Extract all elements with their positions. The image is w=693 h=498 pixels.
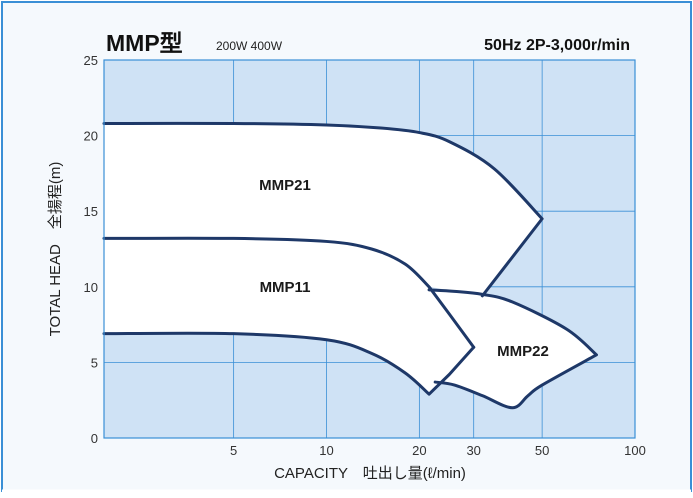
pump-regions	[102, 121, 598, 410]
series-label-mmp21: MMP21	[259, 177, 311, 194]
y-tick-label: 25	[84, 53, 98, 68]
series-label-background	[249, 279, 321, 297]
series-line-lower	[102, 331, 476, 396]
x-axis-label: CAPACITY 吐出し量(ℓ/min)	[274, 465, 466, 482]
series-label-mmp22: MMP22	[497, 343, 549, 360]
region-mmp21	[104, 123, 543, 296]
series-line-mmp21	[102, 121, 544, 298]
y-tick-label: 10	[84, 280, 98, 295]
chart-title: MMP型	[106, 30, 183, 56]
region-mmp22	[429, 289, 597, 408]
x-tick-label: 30	[466, 443, 480, 458]
y-tick-label: 20	[84, 129, 98, 144]
x-tick-labels: 5 10 20 30 50 100	[230, 443, 646, 458]
y-axis-label: TOTAL HEAD 全揚程(m)	[46, 162, 64, 337]
series-label-mmp11: MMP11	[260, 279, 311, 296]
operating-condition: 50Hz 2P-3,000r/min	[484, 37, 630, 54]
y-tick-label: 5	[91, 355, 98, 370]
x-tick-label: 100	[624, 443, 646, 458]
x-tick-label: 50	[535, 443, 549, 458]
region-mmp11	[104, 238, 474, 395]
x-tick-label: 20	[412, 443, 426, 458]
x-tick-label: 5	[230, 443, 237, 458]
y-tick-label: 15	[84, 204, 98, 219]
y-tick-label: 0	[91, 431, 98, 446]
x-tick-label: 10	[319, 443, 333, 458]
y-tick-labels: 0 5 10 15 20 25	[84, 53, 98, 446]
series-line-mmp11	[102, 236, 476, 349]
series-line-mmp22	[427, 288, 598, 410]
chart-subtitle: 200W 400W	[216, 39, 283, 53]
series-labels: MMP21 MMP11 MMP22	[249, 177, 549, 360]
